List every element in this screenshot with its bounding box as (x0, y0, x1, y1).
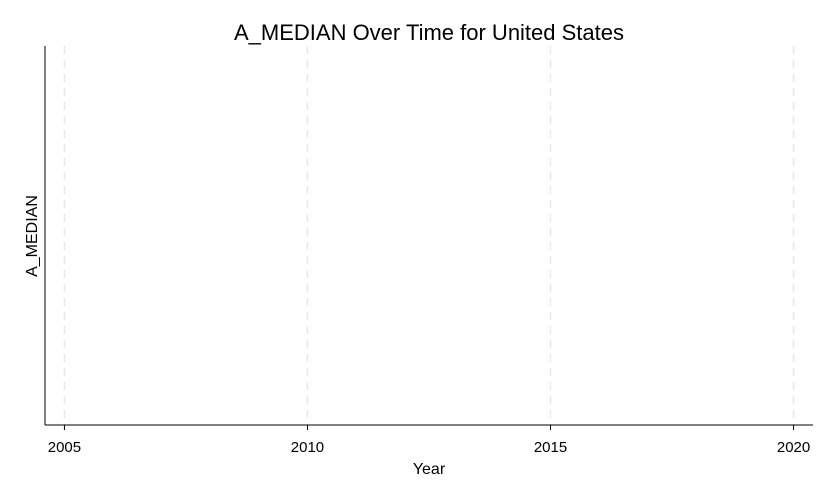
y-axis-label: A_MEDIAN (24, 195, 41, 277)
x-tick-label-2010: 2010 (291, 439, 324, 456)
chart-title: A_MEDIAN Over Time for United States (234, 20, 624, 45)
x-axis-label: Year (413, 461, 446, 478)
x-tick-label-2005: 2005 (48, 439, 81, 456)
x-axis-ticks: 2005 2010 2015 2020 (48, 425, 810, 456)
x-tick-label-2015: 2015 (534, 439, 567, 456)
x-tick-label-2020: 2020 (777, 439, 810, 456)
x-gridlines (63, 46, 795, 425)
